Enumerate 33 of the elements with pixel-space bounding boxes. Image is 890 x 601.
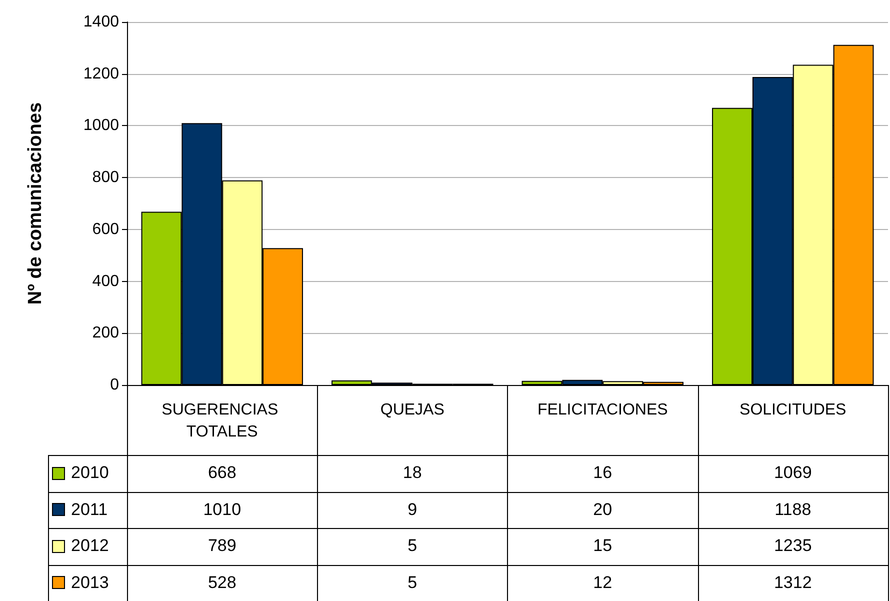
y-tick-label: 800	[92, 169, 120, 186]
legend-label: 2012	[71, 536, 109, 556]
data-label: 1312	[772, 572, 813, 594]
x-tick-label: SUGERENCIAS TOTALES	[162, 402, 283, 440]
data-label: 18	[402, 462, 423, 484]
y-axis-title: Nº de comunicaciones	[25, 102, 46, 305]
legend-label: 2013	[71, 572, 109, 593]
data-label: 1188	[774, 498, 812, 521]
data-label: 9	[406, 498, 418, 521]
data-label: 668	[206, 462, 238, 484]
y-tick-label: 1400	[83, 14, 120, 30]
data-label: 1010	[202, 498, 242, 521]
data-label: 789	[206, 535, 238, 558]
y-tick-label: 1000	[83, 117, 120, 134]
y-tick-label: 1200	[83, 65, 120, 82]
legend-label: 2010	[71, 463, 109, 484]
data-label: 12	[592, 572, 614, 594]
x-tick-label: FELICITACIONES	[537, 402, 668, 418]
x-tick-label: SOLICITUDES	[740, 402, 846, 418]
x-tick-label: QUEJAS	[380, 402, 444, 418]
data-label: 16	[592, 462, 614, 484]
data-label: 5	[406, 535, 418, 558]
data-label: 528	[206, 572, 238, 594]
y-tick-label: 0	[110, 376, 120, 394]
data-label: 1235	[772, 535, 813, 558]
y-tick-label: 400	[92, 272, 120, 290]
data-label: 20	[592, 498, 614, 521]
legend-label: 2011	[71, 500, 108, 520]
data-label: 15	[592, 535, 614, 558]
data-label: 1069	[772, 462, 813, 484]
y-tick-label: 200	[92, 324, 120, 342]
data-label: 5	[406, 572, 418, 594]
y-tick-label: 600	[92, 220, 120, 238]
